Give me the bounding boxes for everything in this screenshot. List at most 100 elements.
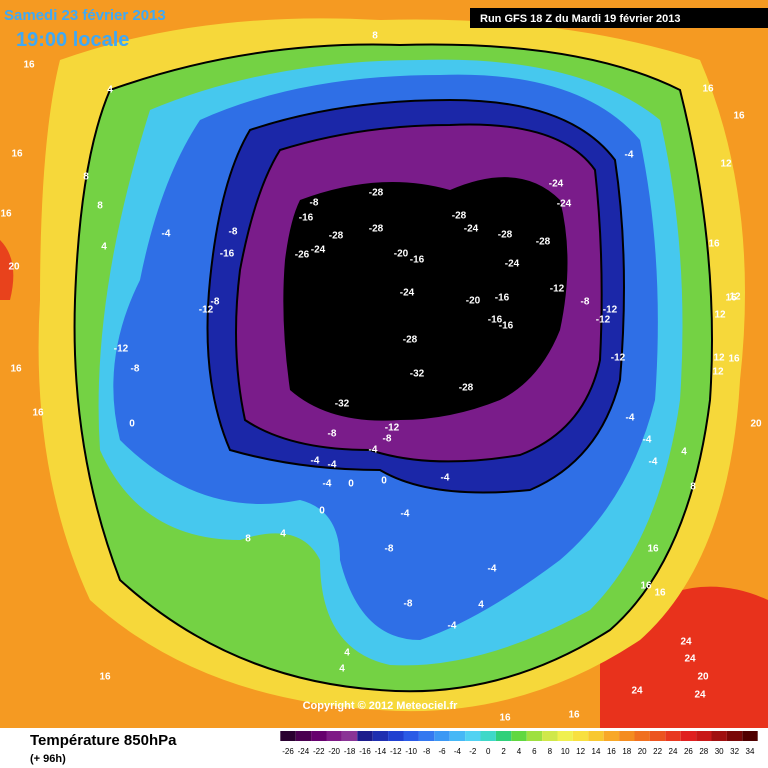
scale-label: -2: [469, 747, 477, 756]
contour-label: -8: [404, 599, 413, 610]
contour-label: 16: [10, 364, 22, 375]
contour-label: -4: [625, 150, 634, 161]
contour-label: -4: [369, 445, 378, 456]
contour-label: -12: [603, 305, 618, 316]
contour-label: -16: [410, 255, 425, 266]
contour-label: 16: [11, 149, 23, 160]
scale-label: -6: [438, 747, 446, 756]
scale-swatch: [726, 731, 743, 741]
contour-label: -32: [335, 399, 350, 410]
scale-label: 28: [699, 747, 708, 756]
contour-label: -12: [611, 353, 626, 364]
date: Samedi 23 février 2013: [4, 7, 166, 24]
contour-label: -20: [466, 296, 481, 307]
contour-label: 16: [733, 111, 745, 122]
scale-label: 14: [592, 747, 601, 756]
scale-label: 24: [669, 747, 678, 756]
contour-label: -24: [400, 288, 415, 299]
contour-label: 16: [647, 544, 659, 555]
contour-label: -4: [323, 479, 332, 490]
contour-label: 16: [99, 672, 111, 683]
contour-label: -8: [385, 544, 394, 555]
hot-area: [0, 240, 14, 300]
scale-label: 8: [548, 747, 553, 756]
contour-label: -16: [499, 321, 514, 332]
contour-label: -8: [229, 227, 238, 238]
scale-label: -12: [390, 747, 402, 756]
contour-label: 0: [129, 419, 135, 430]
scale-label: 20: [638, 747, 647, 756]
map-labels: -28-28-28-24-28-28-24-24-20-16-24-24-20-…: [0, 31, 762, 724]
scale-swatch: [511, 731, 527, 741]
contour-label: 16: [0, 209, 12, 220]
contour-label: -28: [498, 230, 513, 241]
contour-label: 12: [712, 367, 724, 378]
scale-label: -26: [282, 747, 294, 756]
scale-swatch: [572, 731, 589, 741]
contour-label: 8: [97, 201, 103, 212]
contour-label: 8: [690, 482, 696, 493]
contour-label: 4: [344, 648, 350, 659]
contour-label: 24: [694, 690, 706, 701]
scale-swatch: [326, 731, 342, 741]
scale-swatch: [341, 731, 358, 741]
contour-label: -4: [643, 435, 652, 446]
time: 19:00 locale: [16, 29, 129, 51]
scale-label: 30: [715, 747, 724, 756]
contour-label: 16: [32, 408, 44, 419]
contour-label: 16: [725, 293, 737, 304]
contour-label: -8: [328, 429, 337, 440]
scale-label: 2: [501, 747, 506, 756]
contour-label: -4: [401, 509, 410, 520]
scale-label: -14: [375, 747, 387, 756]
contour-label: -16: [299, 213, 314, 224]
contour-label: -28: [369, 224, 384, 235]
scale-swatch: [295, 731, 312, 741]
contour-label: -12: [114, 344, 129, 355]
scale-label: 34: [746, 747, 755, 756]
contour-label: 0: [381, 476, 387, 487]
contour-label: -8: [131, 364, 140, 375]
contour-label: 16: [702, 84, 714, 95]
contour-label: -8: [581, 297, 590, 308]
scale-swatch: [665, 731, 681, 741]
contour-label: -16: [495, 293, 510, 304]
contour-label: -28: [452, 211, 467, 222]
contour-label: -24: [557, 199, 572, 210]
contour-label: -24: [549, 179, 564, 190]
contour-label: 0: [319, 506, 325, 517]
scale-swatch: [634, 731, 650, 741]
contour-label: -16: [488, 315, 503, 326]
scale-swatch: [603, 731, 620, 741]
scale-swatch: [526, 731, 543, 741]
scale-swatch: [280, 731, 296, 741]
contour-label: -28: [536, 237, 551, 248]
contour-label: 4: [478, 600, 484, 611]
run-info: Run GFS 18 Z du Mardi 19 février 2013: [480, 13, 681, 25]
scale-swatch: [711, 731, 727, 741]
contour-label: -4: [311, 456, 320, 467]
contour-label: 12: [720, 159, 732, 170]
contour-label: 12: [729, 292, 741, 303]
contour-line: [206, 98, 625, 494]
scale-swatch: [357, 731, 373, 741]
contour-label: -4: [328, 460, 337, 471]
scale-swatch: [465, 731, 481, 741]
contour-label: -28: [369, 188, 384, 199]
contour-label: -4: [441, 473, 450, 484]
footer-lead: (+ 96h): [30, 753, 66, 765]
copyright: Copyright © 2012 Meteociel.fr: [303, 700, 459, 712]
contour-label: 4: [107, 85, 113, 96]
scale-label: 4: [517, 747, 522, 756]
scale-label: 18: [622, 747, 631, 756]
contour-label: -24: [311, 245, 326, 256]
contour-label: 4: [101, 242, 107, 253]
scale-swatch: [696, 731, 712, 741]
contour-label: -12: [596, 315, 611, 326]
scale-swatch: [388, 731, 404, 741]
contour-label: -24: [464, 224, 479, 235]
scale-swatch: [311, 731, 327, 741]
scale-label: 16: [607, 747, 616, 756]
scale-label: -4: [454, 747, 462, 756]
